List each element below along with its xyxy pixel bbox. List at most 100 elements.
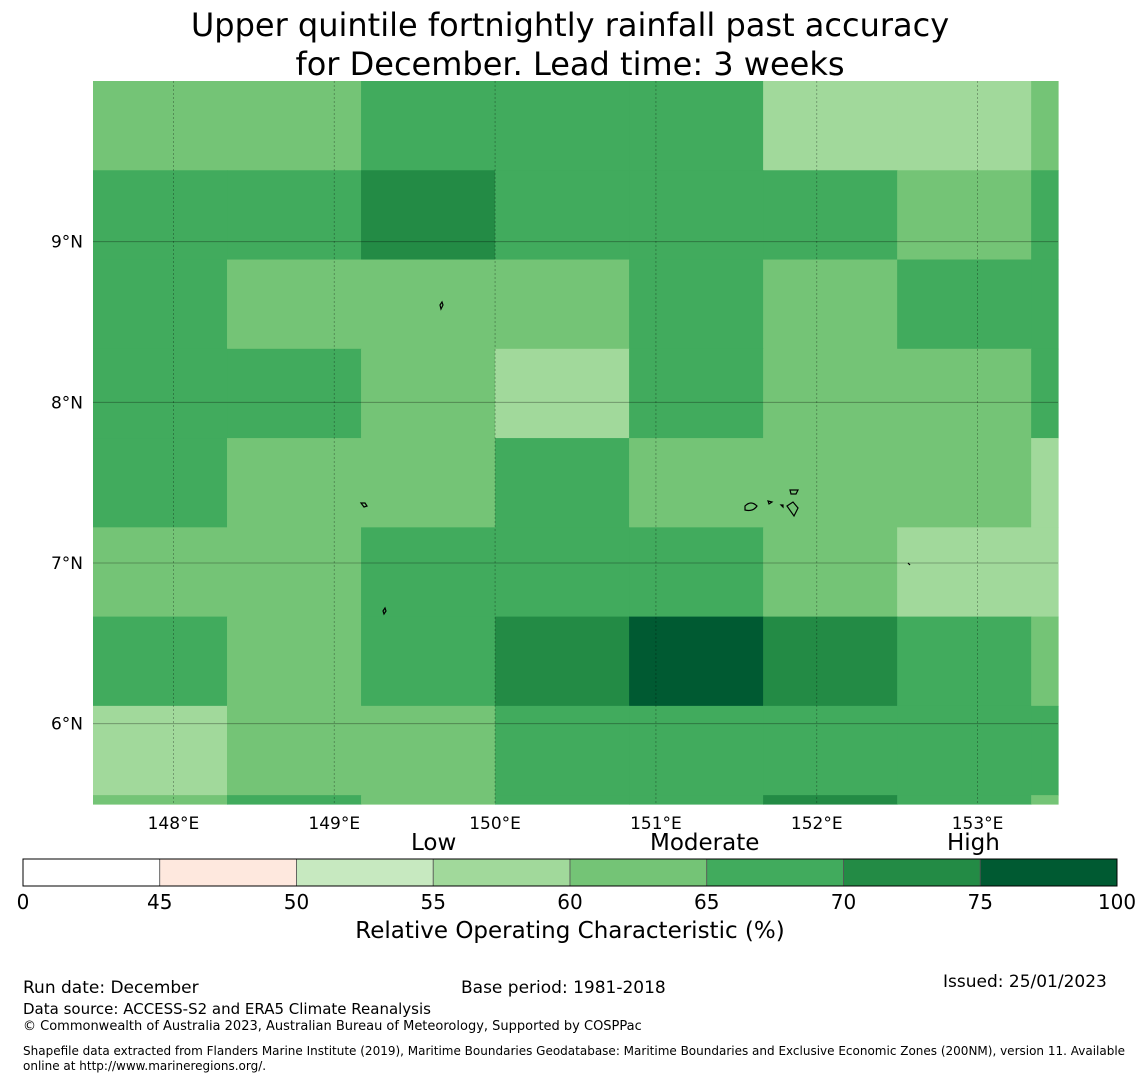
grid-cell [361,348,496,439]
colorbar: 0 45 50 55 60 65 70 75 100 [17,858,1136,914]
grid-cell [763,259,898,350]
grid-cell [495,81,630,171]
grid-cell [227,527,362,618]
grid-cell [897,438,1032,528]
island-outline [744,502,758,512]
grid-cell [361,705,496,796]
copyright-notice: © Commonwealth of Australia 2023, Austra… [23,1019,642,1034]
grid-cell [227,81,362,171]
colorbar-segment [706,858,844,887]
grid-cell [897,527,1032,618]
grid-cell [227,170,362,261]
grid-cell [93,259,228,350]
colorbar-segment [843,858,981,887]
grid-cell [93,348,228,439]
lat-tick-label: 6°N [51,715,83,735]
graticule [93,81,1058,804]
grid-cell [361,259,496,350]
grid-cell [93,705,228,796]
grid-cell [227,348,362,439]
grid-cell [361,795,496,805]
colorbar-segment [296,858,434,887]
grid-cell [1031,170,1059,261]
legend-high-label: High [947,830,1000,856]
legend-moderate-label: Moderate [650,830,760,856]
grid-cell [629,527,764,618]
grid-cell [629,259,764,350]
grid-cell [897,348,1032,439]
shapefile-credit-line-2: online at http://www.marineregions.org/. [23,1059,267,1073]
colorbar-segment [979,858,1118,887]
grid-cell [897,616,1032,707]
grid-cell [495,795,630,805]
grid-cell [93,527,228,618]
title-line-1: Upper quintile fortnightly rainfall past… [190,6,950,44]
colorbar-tick-label: 70 [831,890,856,914]
grid-cell [763,705,898,796]
colorbar-segment [22,858,161,887]
colorbar-tick-label: 60 [557,890,582,914]
colorbar-tick-label: 75 [968,890,993,914]
colorbar-tick-label: 0 [17,890,30,914]
lat-tick-label: 7°N [51,554,83,574]
grid-cell [897,170,1032,261]
grid-cell [629,438,764,528]
grid-cell [763,616,898,707]
colorbar-tick-label: 55 [421,890,446,914]
colorbar-segment [432,858,571,887]
title-line-2: for December. Lead time: 3 weeks [295,45,845,83]
grid-cell [763,527,898,618]
grid-cell [763,795,898,805]
colorbar-segment [569,858,708,887]
base-period: Base period: 1981-2018 [461,978,666,998]
chart-title: Upper quintile fortnightly rainfall past… [0,6,1140,84]
grid-cell [495,438,630,528]
rainfall-accuracy-map: 148°E 149°E 150°E 151°E 152°E 153°E 6°N 7°N 8°N 9… [17,81,1136,914]
grid-cell [227,438,362,528]
island-outline [907,562,911,566]
colorbar-tick-label: 65 [694,890,719,914]
grid-cell [495,527,630,618]
grid-cell [763,170,898,261]
island-outline [779,504,784,509]
grid-cell [1031,705,1059,796]
grid-cell [763,348,898,439]
grid-cell [361,616,496,707]
grid-cell [1031,438,1059,528]
grid-cell [361,527,496,618]
grid-cell [629,795,764,805]
grid-cell [763,81,898,171]
grid-cell [1031,81,1059,171]
grid-cell [93,81,228,171]
grid-cell [361,170,496,261]
island-outlines [359,300,911,616]
colorbar-tick-label: 100 [1098,890,1136,914]
island-outline [439,300,444,311]
colorbar-frame [22,858,1118,887]
lon-tick-label: 153°E [952,814,1004,834]
grid-cell [629,348,764,439]
colorbar-axis-label: Relative Operating Characteristic (%) [355,918,785,944]
lat-tick-label: 8°N [51,393,83,413]
island-outline [382,606,387,616]
grid-cell [1031,348,1059,439]
island-outline [767,500,774,505]
grid-cell [361,81,496,171]
lon-tick-label: 149°E [308,814,360,834]
grid-cell [629,170,764,261]
grid-cell [629,81,764,171]
shapefile-credit-line-1: Shapefile data extracted from Flanders M… [23,1044,1126,1058]
lon-tick-label: 148°E [148,814,200,834]
grid-cell [1031,616,1059,707]
grid-cell [93,438,228,528]
grid-cell [495,259,630,350]
grid-cell [629,705,764,796]
legend-low-label: Low [411,830,457,856]
grid-cell [227,616,362,707]
grid-cell [495,348,630,439]
grid-cell [1031,527,1059,618]
island-outline [359,502,368,508]
grid-cell [897,81,1032,171]
grid-cell [897,795,1032,805]
data-source: Data source: ACCESS-S2 and ERA5 Climate … [23,1000,431,1018]
